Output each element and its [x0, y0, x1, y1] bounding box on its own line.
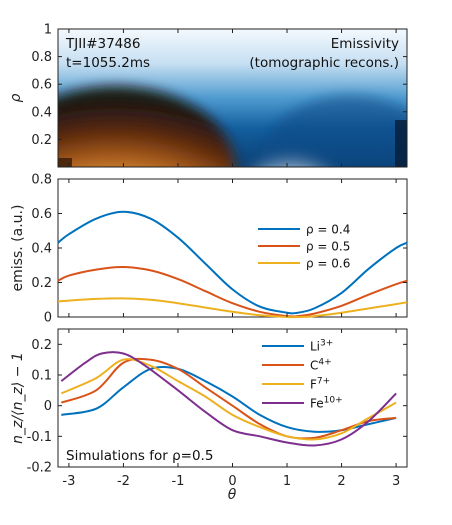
time-annotation: t=1055.2ms — [66, 55, 150, 71]
simulation-series — [60, 351, 397, 447]
y-tick-label: 0.4 — [31, 105, 52, 120]
emissivity-series-line-1 — [57, 265, 408, 318]
y-tick-label: 0.2 — [31, 276, 52, 291]
heatmap-y-label: ρ — [8, 93, 24, 102]
y-tick-label: 0.8 — [31, 50, 52, 65]
y-tick-label: -0.1 — [27, 430, 52, 445]
heatmap-y-ticks: 0.2 0.4 0.6 0.8 1 — [31, 23, 407, 148]
simulation-series-line-2 — [60, 358, 397, 441]
x-tick-label: 3 — [392, 474, 400, 489]
emissivity-annotation: Emissivity — [331, 36, 399, 52]
y-tick-label: 0.2 — [31, 133, 52, 148]
legend-label: ρ = 0.4 — [306, 223, 350, 237]
y-tick-label: 0.4 — [31, 242, 52, 257]
y-tick-label: 0.8 — [31, 173, 52, 188]
legend-label: ρ = 0.6 — [306, 257, 350, 271]
simulation-x-ticks: -3 -2 -1 0 1 2 3 — [62, 29, 400, 489]
y-tick-label: 0 — [44, 311, 52, 326]
simulation-y-ticks: -0.2 -0.1 0 0.1 0.2 — [27, 338, 407, 476]
legend-label: F7+ — [310, 377, 330, 392]
emissivity-series-line-2 — [57, 297, 408, 319]
simulation-series-line-3 — [60, 351, 397, 447]
heatmap-image — [58, 29, 407, 167]
x-tick-label: 2 — [337, 474, 345, 489]
theta-x-label: θ — [228, 487, 237, 503]
legend-label: Li3+ — [310, 339, 333, 354]
x-tick-label: -1 — [171, 474, 184, 489]
x-tick-label: -2 — [117, 474, 130, 489]
emissivity-series — [57, 210, 408, 319]
y-tick-label: -0.2 — [27, 461, 52, 476]
simulation-annotation: Simulations for ρ=0.5 — [66, 448, 213, 464]
emissivity-y-ticks: 0 0.2 0.4 0.6 0.8 — [31, 173, 407, 326]
simulation-lines-panel: -0.2 -0.1 0 0.1 0.2 -3 -2 -1 0 1 2 3 n_z/⟨n_z⟩ − 1… — [10, 29, 408, 503]
emissivity-heatmap-panel: 0.2 0.4 0.6 0.8 1 ρ TJII#37486 t=1055.2ms Em… — [8, 23, 408, 168]
x-tick-label: -3 — [62, 474, 75, 489]
emissivity-frame — [57, 178, 408, 318]
x-tick-label: 0 — [228, 474, 236, 489]
y-tick-label: 0.1 — [31, 369, 52, 384]
legend-label: C4+ — [310, 358, 332, 373]
simulation-legend: Li3+ C4+ F7+ Fe10+ — [262, 339, 343, 411]
y-tick-label: 0.2 — [31, 338, 52, 353]
legend-label: Fe10+ — [310, 396, 343, 411]
x-tick-label: 1 — [283, 474, 291, 489]
y-tick-label: 0 — [44, 399, 52, 414]
y-tick-label: 0.6 — [31, 207, 52, 222]
emissivity-legend: ρ = 0.4 ρ = 0.5 ρ = 0.6 — [258, 223, 350, 271]
simulation-series-line-0 — [61, 365, 397, 433]
y-tick-label: 1 — [44, 23, 52, 38]
emissivity-y-label: emiss. (a.u.) — [10, 205, 26, 292]
y-tick-label: 0.6 — [31, 78, 52, 93]
tomography-annotation: (tomographic recons.) — [249, 55, 399, 71]
legend-label: ρ = 0.5 — [306, 240, 350, 254]
shot-number-annotation: TJII#37486 — [65, 36, 140, 52]
simulation-y-label: n_z/⟨n_z⟩ − 1 — [10, 352, 26, 444]
simulation-series-line-1 — [60, 357, 397, 440]
emissivity-lines-panel: 00.20.40.60.8 emiss. (a.u.) ρ = 0.4ρ = 0… — [10, 173, 408, 326]
emissivity-series-line-0 — [57, 210, 408, 315]
